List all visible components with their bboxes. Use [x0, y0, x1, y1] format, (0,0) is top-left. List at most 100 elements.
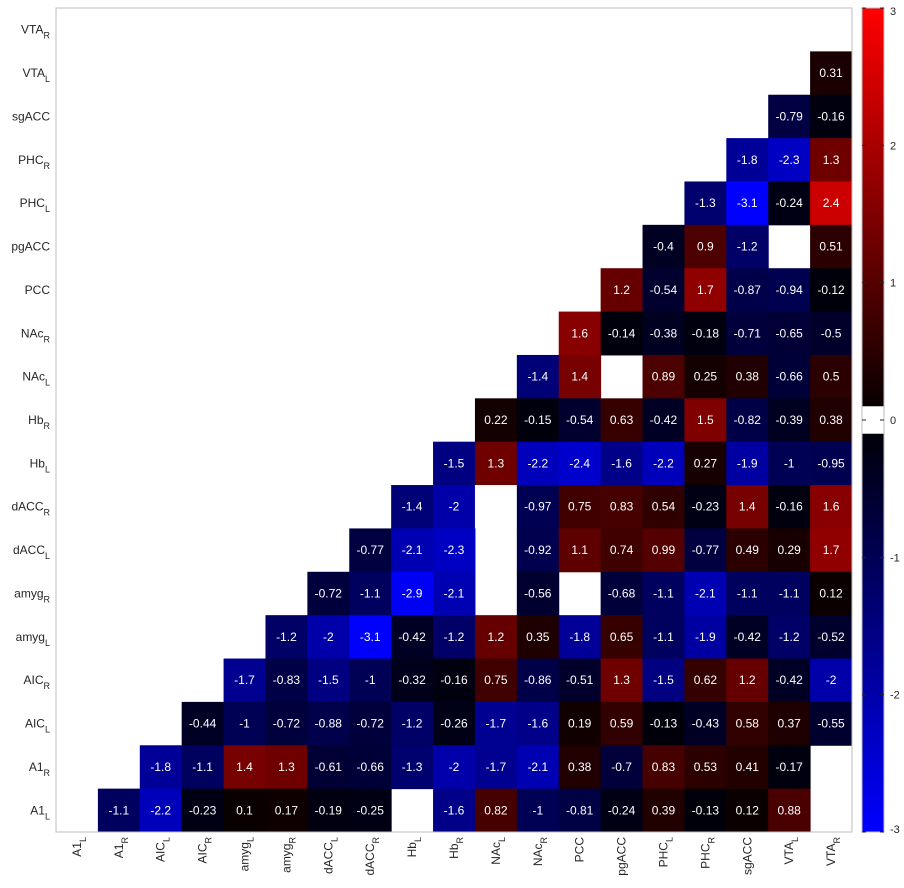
cell-value-label: -0.87: [734, 283, 762, 297]
heatmap-cell: [810, 485, 853, 529]
heatmap-cell: [516, 745, 560, 790]
x-tick-label: NAcL: [489, 837, 507, 865]
cell-value-label: 0.82: [484, 803, 508, 817]
heatmap-cell: [600, 658, 644, 703]
heatmap-cell: [516, 788, 560, 833]
cell-value-label: -1.1: [653, 630, 674, 644]
heatmap-cell: [600, 615, 644, 660]
heatmap-cell: [307, 788, 350, 833]
heatmap-cell: [558, 485, 602, 529]
cell-value-label: 0.27: [694, 456, 718, 470]
heatmap-cell: [600, 701, 644, 746]
cell-value-label: 0.38: [568, 760, 592, 774]
cell-value-label: -0.4: [653, 240, 674, 254]
cell-value-label: -0.65: [775, 326, 803, 340]
cell-value-label: -1.4: [402, 500, 423, 514]
heatmap-cell: [474, 441, 518, 486]
cell-value-label: -2.2: [653, 456, 674, 470]
cell-value-label: -0.44: [189, 717, 217, 731]
heatmap-cell: [810, 398, 853, 443]
cell-value-label: -1: [365, 673, 376, 687]
cell-value-label: -0.77: [692, 543, 720, 557]
cell-value-label: -3.1: [360, 630, 381, 644]
heatmap-cell: [474, 745, 518, 790]
colorbar-tick-label: -1: [890, 552, 900, 564]
heatmap-cell: [558, 441, 602, 486]
cell-value-label: -0.16: [440, 673, 468, 687]
cell-value-label: 0.22: [484, 413, 508, 427]
heatmap-cell: [516, 571, 560, 616]
cell-value-label: 0.9: [697, 240, 714, 254]
y-tick-label: PHCR: [18, 153, 50, 171]
heatmap-cell: [768, 398, 811, 443]
x-tick-label: PCC: [573, 837, 587, 863]
heatmap-cell: [642, 528, 685, 573]
cell-value-label: 0.89: [652, 370, 676, 384]
y-tick-label: amygL: [16, 630, 50, 648]
heatmap-cell: [474, 788, 518, 833]
cell-value-label: -1.3: [402, 760, 423, 774]
cell-value-label: -0.32: [398, 673, 426, 687]
cell-value-label: -1.9: [695, 630, 716, 644]
heatmap-cell: [433, 745, 476, 790]
heatmap-cell: [516, 398, 560, 443]
heatmap-cell: [810, 224, 853, 269]
x-tick-label: amygL: [238, 837, 256, 871]
y-tick-label: A1R: [29, 760, 51, 778]
heatmap-cell: [684, 311, 727, 356]
heatmap-cell: [349, 745, 392, 790]
heatmap-cell: [810, 268, 853, 313]
cell-value-label: 0.1: [236, 803, 253, 817]
cell-value-label: 0.75: [568, 500, 592, 514]
heatmap-cell: [810, 441, 853, 486]
heatmap-cell: [600, 311, 644, 356]
heatmap-cell: [349, 571, 392, 616]
cell-value-label: -1.1: [108, 803, 129, 817]
heatmap-cell: [810, 138, 853, 182]
cell-value-label: -0.42: [775, 673, 803, 687]
heatmap-cell: [474, 485, 518, 529]
cell-value-label: -1: [532, 803, 543, 817]
cell-value-label: 0.74: [610, 543, 634, 557]
heatmap-cell: [474, 615, 518, 660]
heatmap-cell: [810, 701, 853, 746]
heatmap-cell: [726, 138, 769, 182]
heatmap-cell: [433, 701, 476, 746]
cell-value-label: -1.4: [527, 370, 548, 384]
heatmap-cell: [726, 528, 769, 573]
y-tick-label: A1L: [30, 803, 50, 821]
cell-value-label: 0.63: [610, 413, 634, 427]
x-tick-label: AICL: [154, 837, 172, 862]
cell-value-label: -2.1: [695, 586, 716, 600]
heatmap-cell: [642, 658, 685, 703]
cell-value-label: 0.83: [610, 500, 634, 514]
heatmap-cell: [768, 658, 811, 703]
cell-value-label: 2.4: [823, 196, 840, 210]
cell-value-label: -0.83: [273, 673, 301, 687]
heatmap-cell: [684, 615, 727, 660]
heatmap-cell: [642, 485, 685, 529]
heatmap-cell: [558, 311, 602, 356]
cell-value-label: -0.23: [189, 803, 217, 817]
cell-value-label: 1.4: [236, 760, 253, 774]
heatmap-cell: [642, 701, 685, 746]
cell-value-label: -1.6: [444, 803, 465, 817]
heatmap-cell: [810, 615, 853, 660]
cell-value-label: -0.16: [817, 109, 845, 123]
cell-value-label: -1.2: [444, 630, 465, 644]
heatmap-cell: [684, 745, 727, 790]
heatmap-cell: [223, 658, 266, 703]
cell-value-label: -0.26: [440, 717, 468, 731]
heatmap-cell: [307, 701, 350, 746]
heatmap-cell: [516, 528, 560, 573]
cell-value-label: -0.77: [357, 543, 385, 557]
x-tick-label: VTAR: [824, 837, 842, 866]
heatmap-cell: [684, 658, 727, 703]
y-tick-label: AICR: [23, 673, 50, 691]
cell-value-label: 1.7: [697, 283, 714, 297]
cell-value-label: -0.18: [692, 326, 720, 340]
cell-value-label: -2.3: [779, 153, 800, 167]
heatmap-cell: [810, 571, 853, 616]
cell-value-label: -2: [449, 500, 460, 514]
